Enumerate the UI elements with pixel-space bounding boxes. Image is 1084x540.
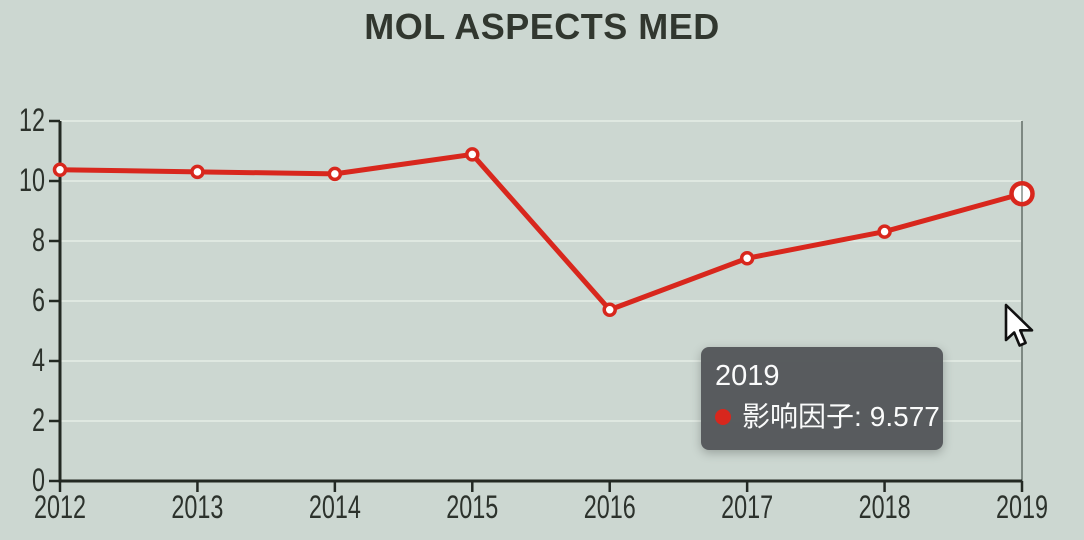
- y-axis-label: 4: [32, 342, 45, 378]
- tooltip-series-row: 影响因子: 9.577: [715, 400, 940, 434]
- x-axis-label: 2014: [309, 489, 361, 525]
- x-axis-label: 2015: [446, 489, 498, 525]
- tooltip-series-label: 影响因子:: [742, 401, 862, 432]
- x-axis-label: 2016: [584, 489, 636, 525]
- tooltip-year: 2019: [715, 360, 780, 392]
- data-point-2016[interactable]: [602, 302, 617, 318]
- x-axis-label: 2019: [996, 489, 1048, 525]
- x-axis-label: 2017: [721, 489, 773, 525]
- x-axis-label: 2013: [171, 489, 223, 525]
- data-point-2014[interactable]: [327, 166, 343, 182]
- tooltip: 2019 影响因子: 9.577: [701, 347, 943, 450]
- data-point-2017[interactable]: [739, 251, 755, 266]
- data-point-2012[interactable]: [52, 162, 68, 177]
- x-axis-label: 2012: [34, 489, 86, 525]
- y-axis-label: 2: [32, 402, 45, 438]
- mouse-cursor-icon: [1004, 303, 1034, 347]
- y-axis-label: 12: [19, 102, 45, 138]
- tooltip-series-marker-icon: [715, 409, 731, 425]
- highlighted-data-point-2019[interactable]: [1009, 180, 1035, 207]
- data-point-2013[interactable]: [190, 164, 205, 180]
- y-axis-label: 8: [32, 222, 45, 258]
- data-point-2015[interactable]: [465, 147, 480, 162]
- series-line[interactable]: [57, 151, 1025, 313]
- y-axis-label: 6: [32, 282, 45, 318]
- y-axis-label: 0: [32, 462, 45, 498]
- tooltip-value: 9.577: [869, 401, 940, 432]
- y-axis-label: 10: [19, 162, 45, 198]
- x-axis-label: 2018: [859, 489, 911, 525]
- chart-title: MOL ASPECTS MED: [364, 6, 720, 47]
- data-point-2018[interactable]: [877, 224, 892, 239]
